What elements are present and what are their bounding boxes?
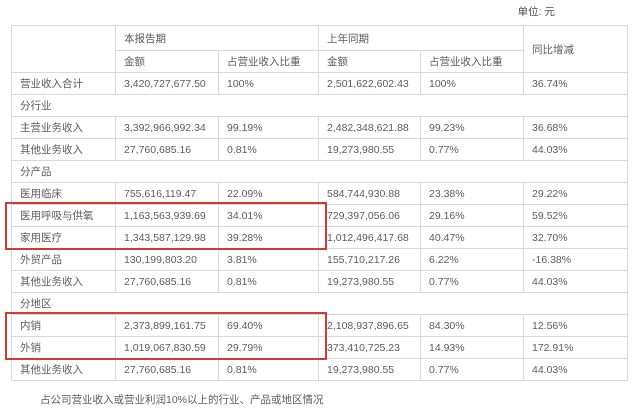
prior-amount-header: 金额: [318, 50, 421, 73]
prior-pct-cell: 0.77%: [420, 358, 524, 381]
current-amount-cell: 3,420,727,677.50: [115, 72, 219, 95]
current-pct-cell: 99.19%: [218, 116, 319, 139]
table-row: 外贸产品 130,199,803.20 3.81% 155,710,217.26 6.2…: [11, 248, 628, 271]
row-label-cell: 医用呼吸与供氧: [11, 204, 116, 227]
prior-pct-cell: 14.93%: [420, 336, 524, 359]
current-amount-cell: 27,760,685.16: [115, 138, 219, 161]
current-pct-cell: 34.01%: [218, 204, 319, 227]
yoy-change-header: 同比增减: [523, 25, 628, 73]
current-amount-cell: 3,392,966,992.34: [115, 116, 219, 139]
prior-amount-cell: 729,397,056.06: [318, 204, 421, 227]
current-amount-cell: 1,019,067,830.59: [115, 336, 219, 359]
row-label-cell: 外贸产品: [11, 248, 116, 271]
current-pct-cell: 39.28%: [218, 226, 319, 249]
footer-note: 占公司营业收入或营业利润10%以上的行业、产品或地区情况: [40, 394, 324, 406]
current-amount-header: 金额: [115, 50, 219, 73]
prior-pct-cell: 40.47%: [420, 226, 524, 249]
yoy-change-cell: -16.38%: [523, 248, 628, 271]
prior-pct-cell: 6.22%: [420, 248, 524, 271]
unit-label: 单位: 元: [517, 6, 555, 18]
prior-amount-cell: 2,108,937,896.65: [318, 314, 421, 337]
row-label-cell: 营业收入合计: [11, 72, 116, 95]
yoy-change-cell: 29.22%: [523, 182, 628, 205]
prior-amount-cell: 155,710,217.26: [318, 248, 421, 271]
table-row: 其他业务收入 27,760,685.16 0.81% 19,273,980.55 0.7…: [11, 270, 628, 293]
row-label-cell: 其他业务收入: [11, 358, 116, 381]
prior-amount-cell: 19,273,980.55: [318, 358, 421, 381]
current-pct-cell: 0.81%: [218, 138, 319, 161]
yoy-change-cell: 44.03%: [523, 138, 628, 161]
row-label-cell: 其他业务收入: [11, 270, 116, 293]
prior-amount-cell: 2,501,622,602.43: [318, 72, 421, 95]
current-pct-cell: 29.79%: [218, 336, 319, 359]
row-label-cell: 医用临床: [11, 182, 116, 205]
current-amount-cell: 27,760,685.16: [115, 358, 219, 381]
row-label-cell: 家用医疗: [11, 226, 116, 249]
prior-pct-header: 占营业收入比重: [420, 50, 524, 73]
prior-period-header: 上年同期: [318, 25, 524, 51]
table-row: 医用临床 755,616,119.47 22.09% 584,744,930.88 23…: [11, 182, 628, 205]
yoy-change-cell: 59.52%: [523, 204, 628, 227]
prior-pct-cell: 23.38%: [420, 182, 524, 205]
row-label-cell: 其他业务收入: [11, 138, 116, 161]
prior-amount-cell: 1,012,496,417.68: [318, 226, 421, 249]
table-body: 营业收入合计 3,420,727,677.50 100% 2,501,622,602.…: [11, 72, 628, 381]
table-row: 内销 2,373,899,161.75 69.40% 2,108,937,896.65…: [11, 314, 628, 337]
current-pct-cell: 0.81%: [218, 358, 319, 381]
current-amount-cell: 1,163,563,939.69: [115, 204, 219, 227]
table-row: 其他业务收入 27,760,685.16 0.81% 19,273,980.55 0.7…: [11, 358, 628, 381]
current-amount-cell: 2,373,899,161.75: [115, 314, 219, 337]
current-amount-cell: 27,760,685.16: [115, 270, 219, 293]
prior-pct-cell: 0.77%: [420, 270, 524, 293]
current-pct-cell: 22.09%: [218, 182, 319, 205]
table-row: 其他业务收入 27,760,685.16 0.81% 19,273,980.55 0.7…: [11, 138, 628, 161]
current-amount-cell: 130,199,803.20: [115, 248, 219, 271]
current-amount-cell: 755,616,119.47: [115, 182, 219, 205]
prior-amount-cell: 2,482,348,621.88: [318, 116, 421, 139]
yoy-change-cell: 44.03%: [523, 358, 628, 381]
current-pct-cell: 100%: [218, 72, 319, 95]
table-row: 家用医疗 1,343,587,129.98 39.28% 1,012,496,417.…: [11, 226, 628, 249]
revenue-breakdown-table: 本报告期 上年同期 同比增减 金额 占营业收入比重 金额 占营业收入比重 营业收…: [11, 25, 628, 381]
table-row: 营业收入合计 3,420,727,677.50 100% 2,501,622,602.…: [11, 72, 628, 95]
prior-amount-cell: 584,744,930.88: [318, 182, 421, 205]
table-row: 医用呼吸与供氧 1,163,563,939.69 34.01% 729,397,056…: [11, 204, 628, 227]
row-label-cell: 外销: [11, 336, 116, 359]
current-pct-cell: 69.40%: [218, 314, 319, 337]
current-pct-cell: 0.81%: [218, 270, 319, 293]
prior-amount-cell: 373,410,725.23: [318, 336, 421, 359]
section-label-cell: 分行业: [11, 94, 628, 117]
section-row: 分产品: [11, 160, 628, 183]
prior-pct-cell: 99.23%: [420, 116, 524, 139]
section-label-cell: 分地区: [11, 292, 628, 315]
current-amount-cell: 1,343,587,129.98: [115, 226, 219, 249]
row-label-cell: 主营业务收入: [11, 116, 116, 139]
current-period-header: 本报告期: [115, 25, 319, 51]
table-row: 外销 1,019,067,830.59 29.79% 373,410,725.23 14…: [11, 336, 628, 359]
row-label-cell: 内销: [11, 314, 116, 337]
yoy-change-cell: 36.68%: [523, 116, 628, 139]
yoy-change-cell: 172.91%: [523, 336, 628, 359]
yoy-change-cell: 12.56%: [523, 314, 628, 337]
yoy-change-cell: 36.74%: [523, 72, 628, 95]
current-pct-header: 占营业收入比重: [218, 50, 319, 73]
section-label-cell: 分产品: [11, 160, 628, 183]
yoy-change-cell: 44.03%: [523, 270, 628, 293]
prior-pct-cell: 29.16%: [420, 204, 524, 227]
current-pct-cell: 3.81%: [218, 248, 319, 271]
prior-pct-cell: 0.77%: [420, 138, 524, 161]
section-row: 分行业: [11, 94, 628, 117]
prior-amount-cell: 19,273,980.55: [318, 138, 421, 161]
prior-pct-cell: 84.30%: [420, 314, 524, 337]
corner-header-cell: [11, 25, 116, 73]
table-row: 主营业务收入 3,392,966,992.34 99.19% 2,482,348,62…: [11, 116, 628, 139]
prior-pct-cell: 100%: [420, 72, 524, 95]
yoy-change-cell: 32.70%: [523, 226, 628, 249]
prior-amount-cell: 19,273,980.55: [318, 270, 421, 293]
section-row: 分地区: [11, 292, 628, 315]
